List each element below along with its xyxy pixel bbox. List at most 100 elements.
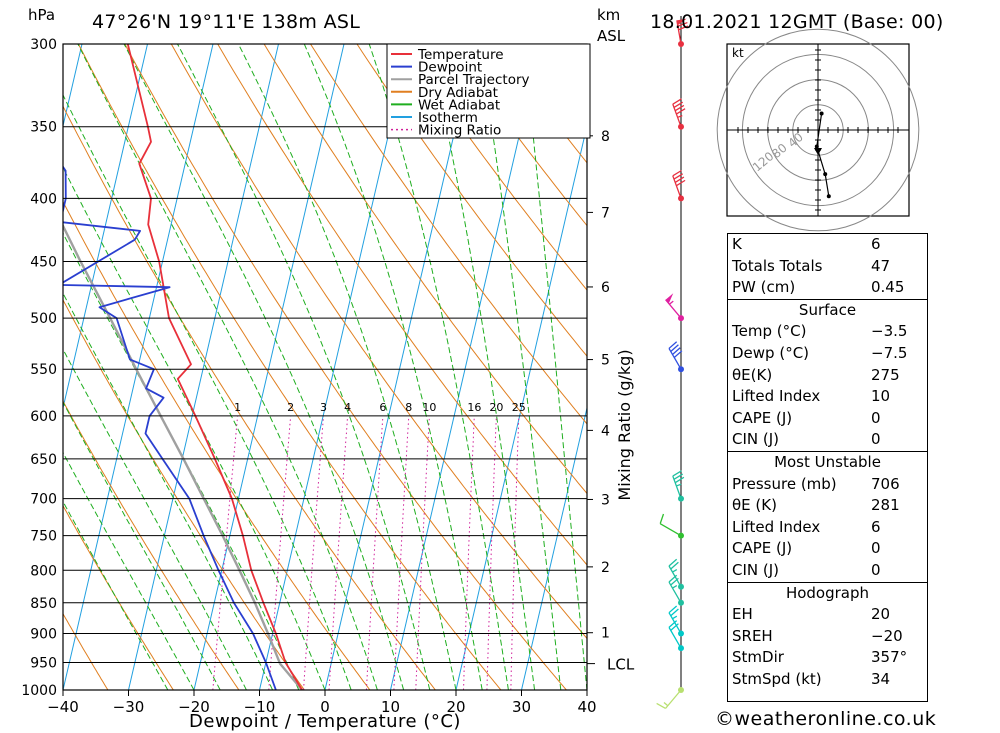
wind-barb (668, 558, 684, 590)
mixing-ratio-label: 6 (379, 401, 386, 414)
barb-staff (668, 348, 682, 370)
barb-half-flag (676, 483, 682, 487)
barb-flag (674, 476, 685, 484)
hodograph-param-value: −20 (871, 626, 903, 645)
barb-staff (665, 299, 682, 319)
mixing-ratio-line (212, 415, 239, 690)
legend-label: Parcel Trajectory (418, 72, 530, 88)
km-tick-label: 5 (601, 353, 610, 369)
hodograph-point (823, 172, 828, 177)
legend-label: Dry Adiabat (418, 85, 498, 101)
isotherm-line (521, 405, 587, 690)
barb-staff (665, 689, 682, 709)
dry-adiabat-line (309, 44, 587, 425)
mixing-ratio-label: 2 (287, 401, 294, 414)
mixing-ratio-line (393, 415, 410, 690)
dry-adiabat-line (263, 44, 587, 495)
legend-label: Isotherm (418, 110, 478, 126)
km-tick-label: 2 (601, 560, 610, 576)
surface-value: 0 (871, 430, 881, 449)
barb-half-flag (672, 615, 678, 620)
datetime-title: 18.01.2021 12GMT (Base: 00) (650, 11, 944, 33)
mixing-ratio-line (415, 415, 430, 690)
hodograph-param-row: SREH −20 (728, 626, 927, 648)
mixing-ratio-label: 4 (344, 401, 351, 414)
most-unstable-value: 0 (871, 560, 881, 579)
pressure-tick-label: 350 (30, 120, 57, 136)
km-tick-label: 1 (601, 626, 610, 642)
mixing-ratio-line (463, 415, 475, 690)
legend-label: Mixing Ratio (418, 123, 501, 139)
barb-staff (659, 523, 682, 537)
hodograph-param-label: StmSpd (kt) (732, 669, 822, 688)
dry-adiabat-line (63, 105, 436, 690)
mixing-ratio-label: 8 (405, 401, 412, 414)
dry-adiabat-line (402, 44, 587, 291)
dewpoint-line (63, 165, 277, 690)
barb-half-flag (672, 585, 678, 589)
hodograph-param-value: 20 (871, 605, 891, 624)
mixing-ratio-line (268, 415, 292, 690)
surface-label: θE(K) (732, 365, 773, 384)
surface-row: θE(K) 275 (728, 365, 927, 387)
barb-flag (674, 176, 685, 183)
barb-flag (668, 341, 678, 349)
surface-section: Surface Temp (°C) −3.5 Dewp (°C) −7.5 θE(K) 2… (728, 298, 927, 451)
dry-adiabat-line (63, 298, 305, 690)
most-unstable-row: CIN (J) 0 (728, 560, 927, 582)
most-unstable-row: Lifted Index 6 (728, 517, 927, 539)
surface-label: CAPE (J) (732, 408, 793, 427)
pressure-tick-label: 900 (30, 626, 57, 642)
barb-flag (677, 21, 688, 27)
barb-half-flag (669, 300, 674, 305)
x-tick-label: −40 (47, 698, 79, 716)
barb-flag (668, 605, 678, 614)
pressure-tick-label: 850 (30, 596, 57, 612)
hodograph-trace (816, 113, 830, 197)
dry-adiabat-line (63, 400, 240, 690)
surface-title: Surface (798, 300, 857, 319)
barb-flag (676, 108, 686, 115)
km-tick-label: 7 (601, 205, 610, 221)
hodograph-kt-label: kt (732, 46, 744, 60)
isotherm-line (324, 44, 476, 690)
surface-row: Lifted Index 10 (728, 386, 927, 408)
legend-label: Temperature (417, 47, 504, 63)
copyright-link[interactable]: ©weatheronline.co.uk (715, 708, 937, 730)
barb-staff (672, 103, 682, 127)
surface-row: Dewp (°C) −7.5 (728, 343, 927, 365)
mixing-ratio-label: 16 (467, 401, 481, 414)
surface-value: 0 (871, 408, 881, 427)
surface-label: Lifted Index (732, 387, 821, 406)
barb-flag (676, 179, 686, 187)
barb-flag (672, 470, 682, 477)
barb-half-flag (677, 114, 683, 118)
isotherm-line (63, 44, 214, 690)
wet-adiabat-line (63, 451, 195, 690)
wind-barb (668, 341, 684, 373)
pressure-tick-label: 1000 (21, 683, 57, 699)
mixing-ratio-line (328, 415, 349, 690)
hodograph-params-title: Hodograph (785, 583, 870, 602)
surface-value: 10 (871, 387, 891, 406)
index-value: 47 (871, 256, 891, 275)
mixing-ratio-label: 10 (422, 401, 436, 414)
mixing-ratio-axis-label: Mixing Ratio (g/kg) (615, 349, 634, 500)
pressure-tick-label: 950 (30, 655, 57, 671)
most-unstable-label: θE (K) (732, 496, 777, 515)
hodograph-point (826, 194, 831, 199)
most-unstable-label: Pressure (mb) (732, 474, 837, 493)
x-axis-label: Dewpoint / Temperature (°C) (189, 711, 461, 732)
wind-barb (672, 169, 686, 202)
hodograph-param-value: 34 (871, 669, 891, 688)
mixing-ratio-label: 20 (489, 401, 503, 414)
dry-adiabat-line (63, 504, 174, 690)
barb-flag (670, 623, 679, 631)
hodograph-param-row: StmDir 357° (728, 647, 927, 669)
index-row: Totals Totals 47 (728, 256, 927, 278)
surface-row: CIN (J) 0 (728, 429, 927, 451)
pressure-tick-label: 400 (30, 191, 57, 207)
